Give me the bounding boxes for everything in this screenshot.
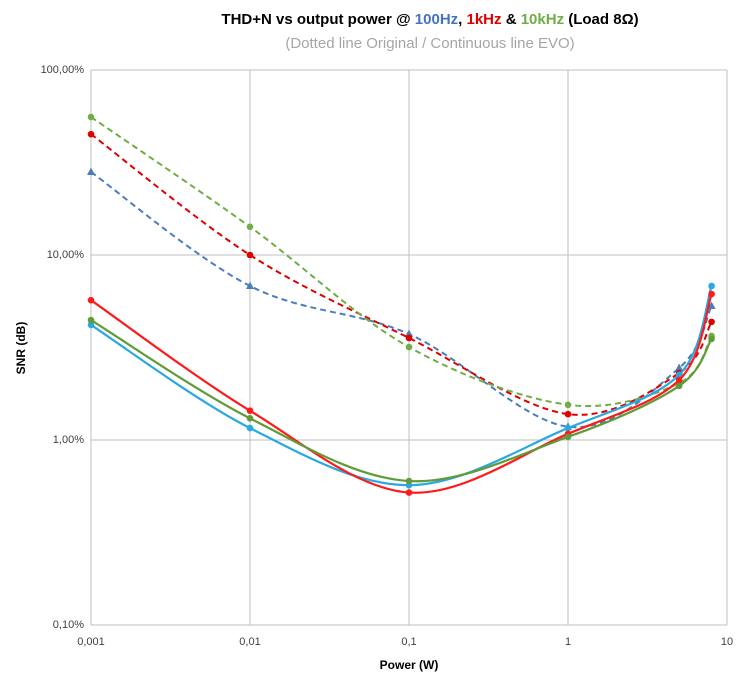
y-axis-title: SNR (dB): [14, 322, 28, 375]
y-tick-label: 1,00%: [53, 434, 84, 446]
data-point: [246, 223, 254, 231]
data-point: [246, 415, 254, 422]
data-point: [564, 401, 572, 409]
data-point: [405, 334, 413, 342]
title-part: (Load 8Ω): [564, 11, 639, 28]
data-point: [405, 329, 413, 338]
series-line: [90, 319, 713, 483]
series-line: [90, 133, 713, 416]
data-point: [87, 296, 95, 304]
data-point: [675, 363, 684, 372]
data-point: [87, 321, 95, 329]
data-point: [708, 282, 715, 290]
data-point: [675, 371, 683, 379]
data-point: [87, 316, 95, 324]
y-tick-label: 0,10%: [53, 619, 84, 631]
data-point: [246, 281, 254, 289]
data-point: [675, 376, 683, 384]
data-point: [87, 167, 95, 175]
series-line: [90, 293, 713, 494]
title-part: ,: [458, 11, 466, 28]
data-point: [675, 382, 683, 390]
y-tick-label: 10,00%: [47, 249, 85, 261]
data-point: [564, 433, 572, 441]
data-point: [246, 251, 254, 259]
x-tick-label: 0,1: [401, 636, 416, 648]
data-point: [246, 424, 254, 432]
chart-subtitle: (Dotted line Original / Continuous line …: [285, 35, 574, 52]
data-point: [87, 130, 95, 138]
data-point: [708, 290, 715, 298]
x-tick-label: 1: [565, 636, 571, 648]
data-point: [707, 301, 716, 310]
chart-title: THD+N vs output power @ 100Hz, 1kHz & 10…: [221, 11, 638, 28]
x-tick-label: 10: [721, 636, 733, 648]
data-point: [246, 407, 254, 415]
title-part: 1kHz: [467, 11, 502, 28]
title-part: &: [502, 11, 521, 28]
x-tick-label: 0,001: [77, 636, 105, 648]
data-point: [405, 489, 413, 496]
data-point: [87, 113, 95, 121]
data-point: [708, 335, 715, 343]
y-tick-label: 100,00%: [41, 64, 85, 76]
x-axis-title: Power (W): [380, 658, 439, 672]
title-part: 10kHz: [521, 11, 564, 28]
data-point: [708, 318, 715, 326]
title-part: THD+N vs output power @: [221, 11, 414, 28]
x-tick-label: 0,01: [239, 636, 260, 648]
title-part: 100Hz: [415, 11, 458, 28]
data-point: [564, 410, 572, 418]
data-point: [564, 424, 572, 432]
series-line: [90, 285, 713, 487]
series-line: [90, 116, 713, 408]
data-point: [405, 343, 413, 351]
data-point: [405, 477, 413, 485]
